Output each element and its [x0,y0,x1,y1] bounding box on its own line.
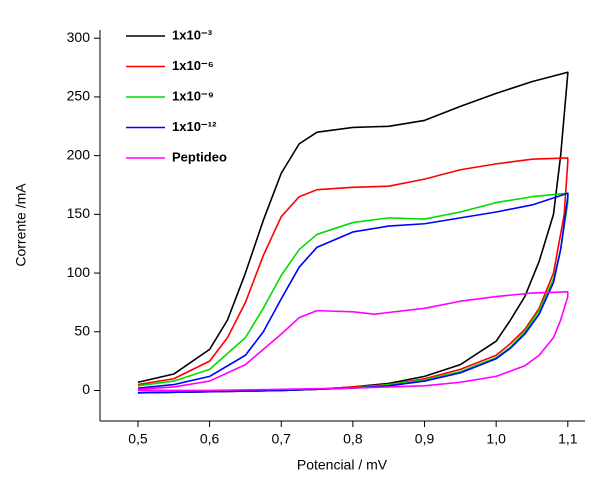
y-tick-label: 100 [67,264,91,280]
y-axis-label: Corrente /mA [13,183,29,267]
x-axis-label: Potencial / mV [297,457,388,473]
series-line [137,192,569,394]
x-tick-label: 0,5 [128,431,148,447]
x-tick-label: 0,9 [415,431,435,447]
x-tick-label: 1,0 [486,431,506,447]
legend-label: 1x10⁻³ [172,27,213,42]
x-tick-label: 0,8 [343,431,363,447]
x-tick-label: 0,6 [200,431,220,447]
legend-label: 1x10⁻⁶ [172,58,214,73]
legend-label: Peptideo [172,149,227,164]
x-tick-label: 0,7 [272,431,292,447]
series-line [137,192,569,394]
legend-label: 1x10⁻¹² [172,119,217,134]
y-tick-label: 250 [67,88,91,104]
y-tick-label: 200 [67,146,91,162]
y-tick-label: 150 [67,205,91,221]
x-tick-label: 1,1 [558,431,578,447]
series-line [137,71,569,394]
y-tick-label: 50 [74,322,90,338]
legend-label: 1x10⁻⁹ [172,88,214,103]
series-line [137,291,569,392]
series-line [137,157,569,394]
y-tick-label: 300 [67,29,91,45]
y-tick-label: 0 [82,381,90,397]
